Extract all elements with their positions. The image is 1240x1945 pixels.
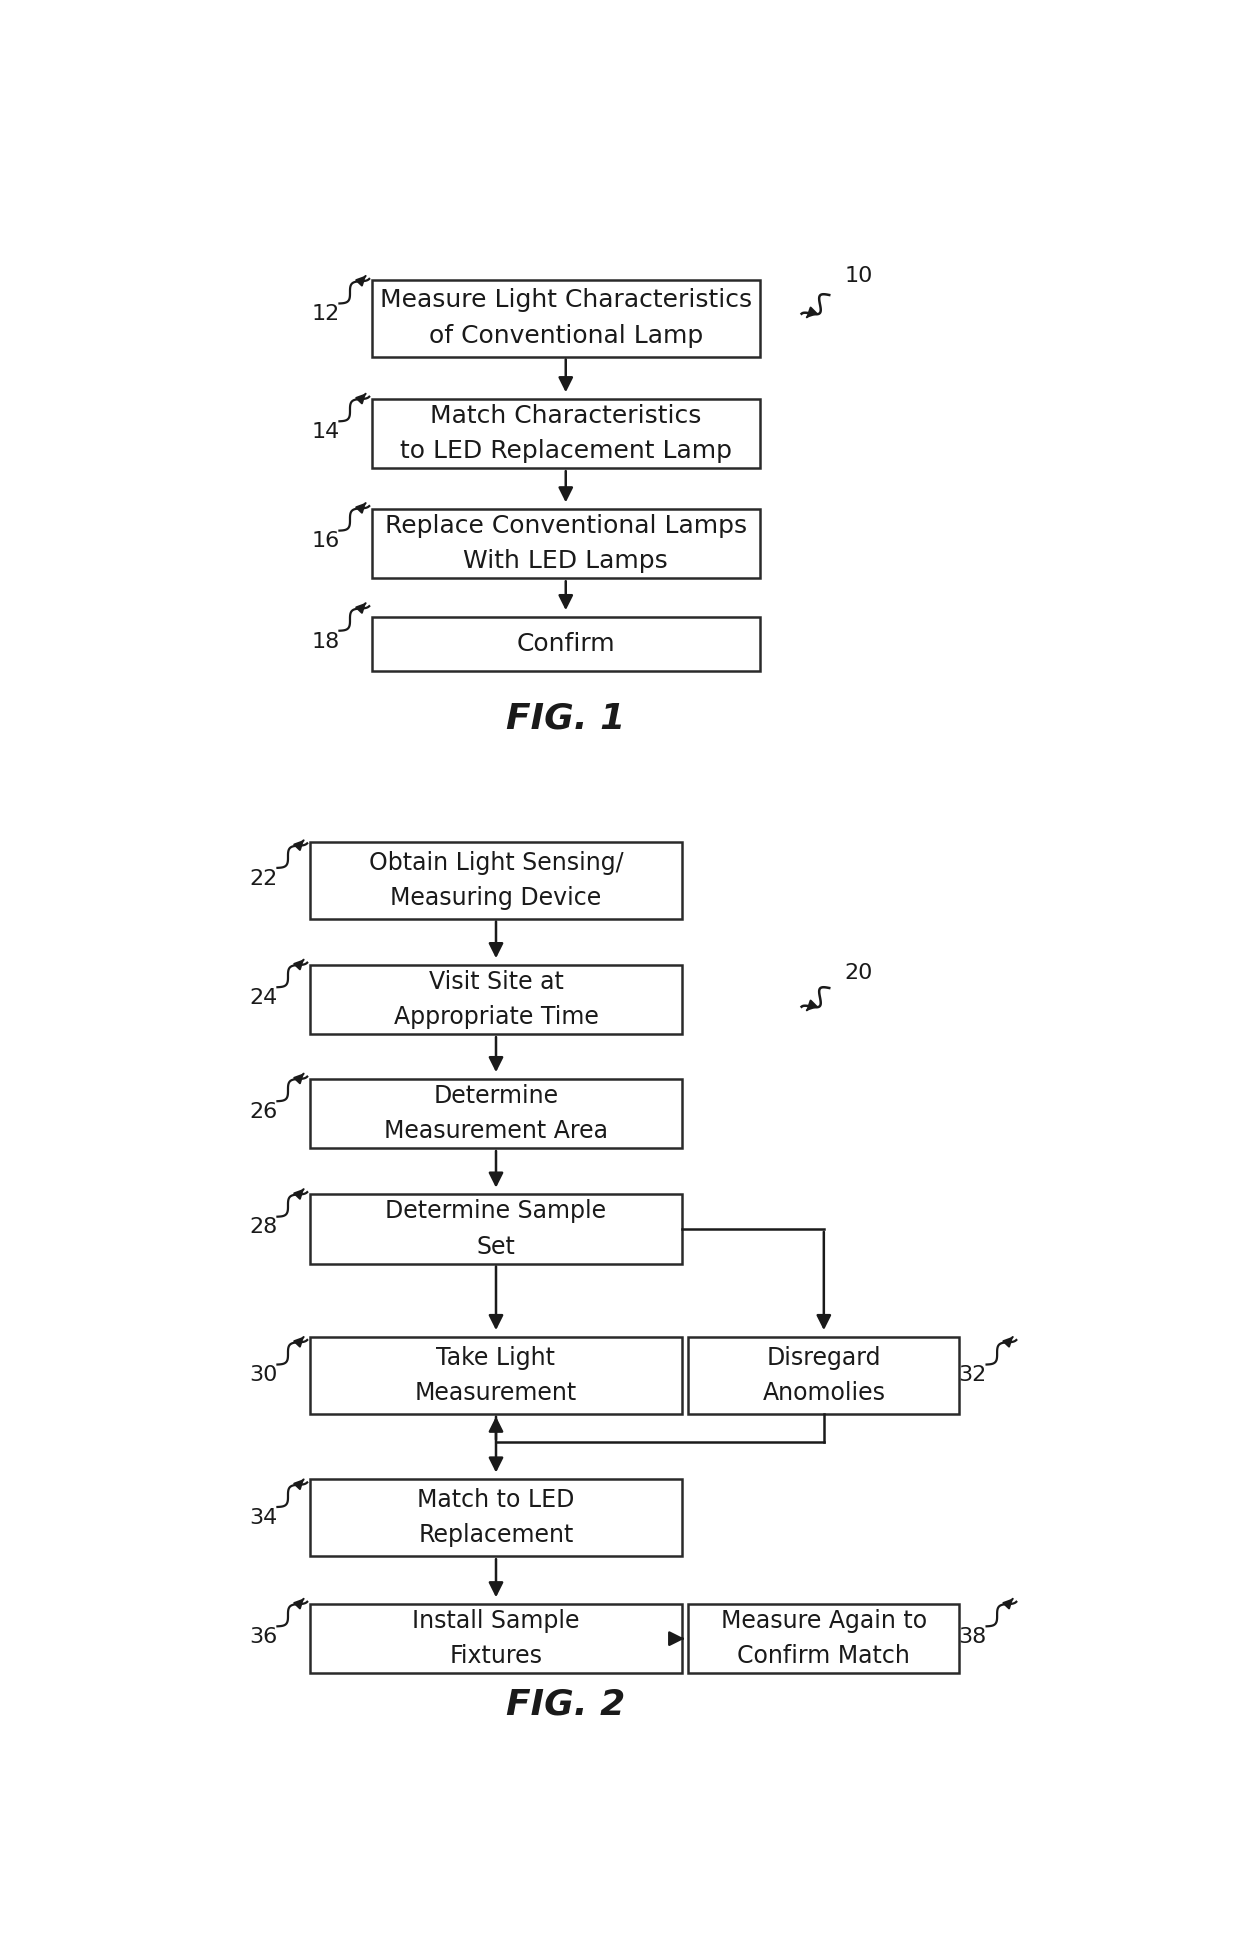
- Bar: [372, 510, 759, 578]
- Text: 30: 30: [249, 1365, 278, 1385]
- Bar: [310, 1480, 682, 1556]
- Text: 22: 22: [249, 869, 278, 889]
- Text: 38: 38: [959, 1628, 987, 1647]
- Bar: [310, 1605, 682, 1673]
- Text: 36: 36: [249, 1628, 278, 1647]
- Text: 32: 32: [959, 1365, 987, 1385]
- Text: 26: 26: [249, 1103, 278, 1122]
- Bar: [310, 1079, 682, 1148]
- Text: Determine
Measurement Area: Determine Measurement Area: [384, 1083, 608, 1144]
- Bar: [310, 1336, 682, 1414]
- Text: Match Characteristics
to LED Replacement Lamp: Match Characteristics to LED Replacement…: [399, 405, 732, 463]
- Bar: [372, 280, 759, 356]
- Text: 18: 18: [311, 632, 340, 652]
- Text: FIG. 1: FIG. 1: [506, 702, 625, 735]
- Bar: [310, 1194, 682, 1264]
- Text: Confirm: Confirm: [516, 632, 615, 655]
- Text: 24: 24: [249, 988, 278, 1008]
- Text: Visit Site at
Appropriate Time: Visit Site at Appropriate Time: [393, 971, 599, 1029]
- Text: Disregard
Anomolies: Disregard Anomolies: [763, 1346, 885, 1404]
- Text: 14: 14: [311, 422, 340, 442]
- Text: 10: 10: [844, 266, 873, 286]
- Bar: [372, 617, 759, 671]
- Text: Install Sample
Fixtures: Install Sample Fixtures: [412, 1609, 580, 1669]
- Bar: [688, 1336, 960, 1414]
- Text: 28: 28: [249, 1218, 278, 1237]
- Text: Match to LED
Replacement: Match to LED Replacement: [418, 1488, 574, 1548]
- Bar: [688, 1605, 960, 1673]
- Text: FIG. 2: FIG. 2: [506, 1686, 625, 1721]
- Text: Replace Conventional Lamps
With LED Lamps: Replace Conventional Lamps With LED Lamp…: [384, 513, 746, 574]
- Text: Determine Sample
Set: Determine Sample Set: [386, 1200, 606, 1258]
- Text: Take Light
Measurement: Take Light Measurement: [415, 1346, 577, 1404]
- Text: 12: 12: [311, 303, 340, 325]
- Text: 34: 34: [249, 1507, 278, 1527]
- Text: 16: 16: [311, 531, 340, 550]
- Bar: [372, 399, 759, 469]
- Bar: [310, 965, 682, 1035]
- Text: Obtain Light Sensing/
Measuring Device: Obtain Light Sensing/ Measuring Device: [368, 850, 624, 910]
- Text: 20: 20: [844, 963, 873, 982]
- Bar: [310, 842, 682, 918]
- Text: Measure Light Characteristics
of Conventional Lamp: Measure Light Characteristics of Convent…: [379, 288, 751, 348]
- Text: Measure Again to
Confirm Match: Measure Again to Confirm Match: [720, 1609, 926, 1669]
